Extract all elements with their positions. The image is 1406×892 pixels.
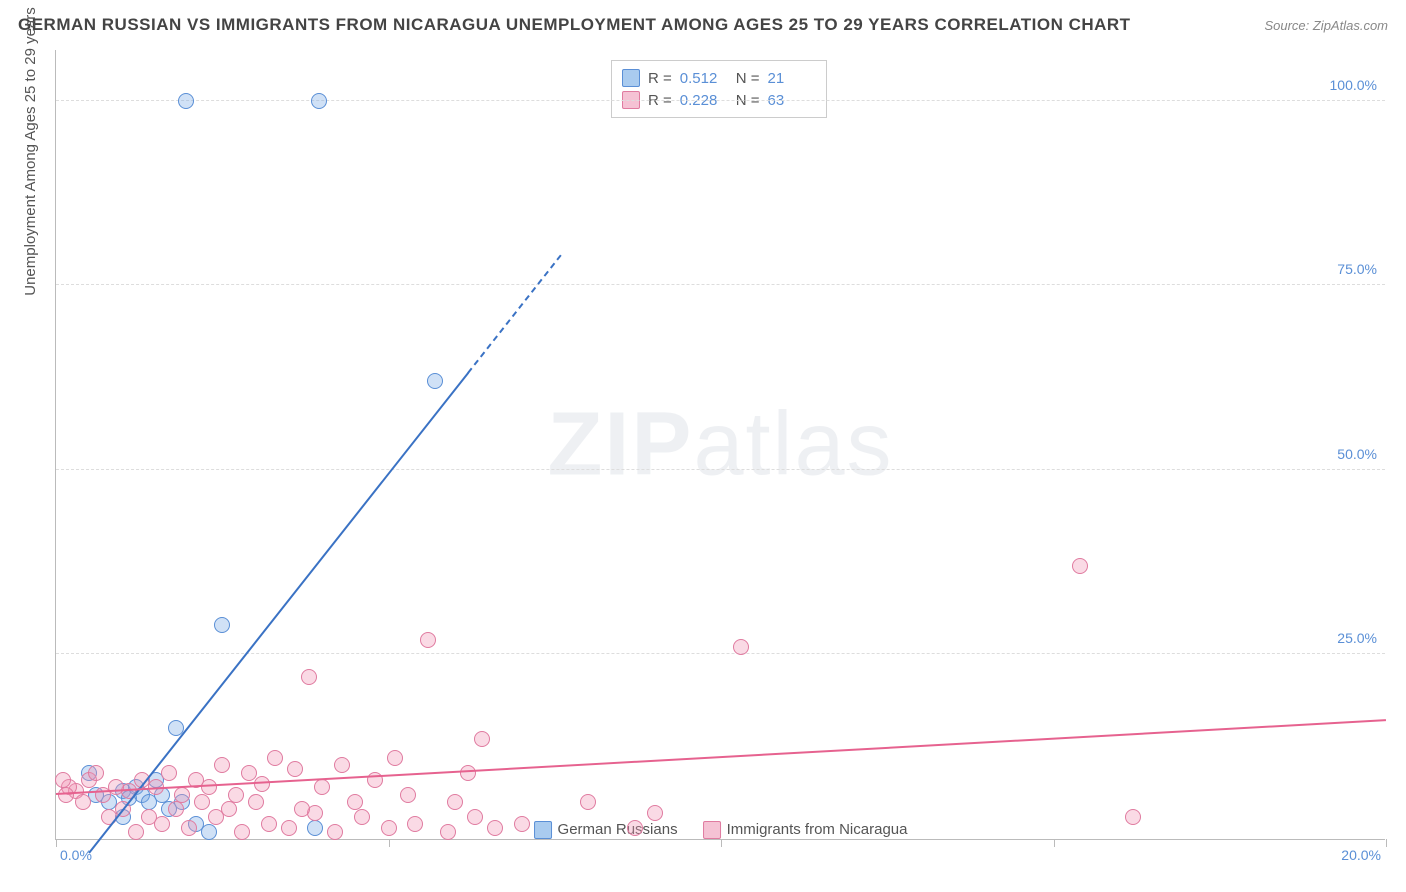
x-tick: [389, 839, 390, 847]
data-point: [647, 805, 663, 821]
data-point: [334, 757, 350, 773]
gridline: [56, 284, 1385, 285]
data-point: [381, 820, 397, 836]
watermark: ZIPatlas: [547, 393, 893, 496]
data-point: [287, 761, 303, 777]
data-point: [267, 750, 283, 766]
data-point: [1125, 809, 1141, 825]
x-tick: [1054, 839, 1055, 847]
data-point: [400, 787, 416, 803]
data-point: [467, 809, 483, 825]
data-point: [447, 794, 463, 810]
data-point: [294, 801, 310, 817]
scatter-plot-area: ZIPatlas R =0.512N =21R =0.228N =63 Germ…: [55, 50, 1385, 840]
trend-line: [468, 254, 563, 373]
data-point: [178, 93, 194, 109]
data-point: [387, 750, 403, 766]
data-point: [314, 779, 330, 795]
y-axis-label: Unemployment Among Ages 25 to 29 years: [22, 7, 39, 296]
data-point: [161, 765, 177, 781]
data-point: [141, 809, 157, 825]
data-point: [174, 787, 190, 803]
series-legend: German Russians Immigrants from Nicaragua: [534, 821, 908, 839]
data-point: [234, 824, 250, 840]
y-tick-label: 25.0%: [1337, 630, 1377, 646]
data-point: [55, 772, 71, 788]
data-point: [281, 820, 297, 836]
data-point: [733, 639, 749, 655]
data-point: [194, 794, 210, 810]
data-point: [75, 794, 91, 810]
data-point: [1072, 558, 1088, 574]
x-tick: [1386, 839, 1387, 847]
x-tick-label: 20.0%: [1341, 847, 1381, 863]
gridline: [56, 469, 1385, 470]
data-point: [427, 373, 443, 389]
data-point: [460, 765, 476, 781]
gridline: [56, 653, 1385, 654]
data-point: [514, 816, 530, 832]
stats-legend-box: R =0.512N =21R =0.228N =63: [611, 60, 827, 118]
y-tick-label: 100.0%: [1330, 77, 1377, 93]
x-tick: [721, 839, 722, 847]
trend-line: [56, 719, 1386, 795]
data-point: [420, 632, 436, 648]
data-point: [181, 820, 197, 836]
gridline: [56, 100, 1385, 101]
data-point: [487, 820, 503, 836]
data-point: [580, 794, 596, 810]
data-point: [627, 820, 643, 836]
x-tick: [56, 839, 57, 847]
y-tick-label: 50.0%: [1337, 446, 1377, 462]
legend-stat-row: R =0.512N =21: [622, 67, 816, 89]
data-point: [128, 824, 144, 840]
source-attribution: Source: ZipAtlas.com: [1264, 18, 1388, 33]
data-point: [311, 93, 327, 109]
data-point: [347, 794, 363, 810]
data-point: [214, 757, 230, 773]
data-point: [228, 787, 244, 803]
data-point: [88, 765, 104, 781]
data-point: [261, 816, 277, 832]
chart-title: GERMAN RUSSIAN VS IMMIGRANTS FROM NICARA…: [18, 15, 1131, 35]
data-point: [407, 816, 423, 832]
legend-item: Immigrants from Nicaragua: [703, 821, 908, 839]
legend-item: German Russians: [534, 821, 678, 839]
data-point: [474, 731, 490, 747]
x-tick-label: 0.0%: [60, 847, 92, 863]
y-tick-label: 75.0%: [1337, 261, 1377, 277]
data-point: [221, 801, 237, 817]
data-point: [201, 824, 217, 840]
data-point: [327, 824, 343, 840]
data-point: [301, 669, 317, 685]
data-point: [307, 820, 323, 836]
data-point: [168, 801, 184, 817]
data-point: [248, 794, 264, 810]
data-point: [214, 617, 230, 633]
data-point: [440, 824, 456, 840]
data-point: [354, 809, 370, 825]
data-point: [241, 765, 257, 781]
